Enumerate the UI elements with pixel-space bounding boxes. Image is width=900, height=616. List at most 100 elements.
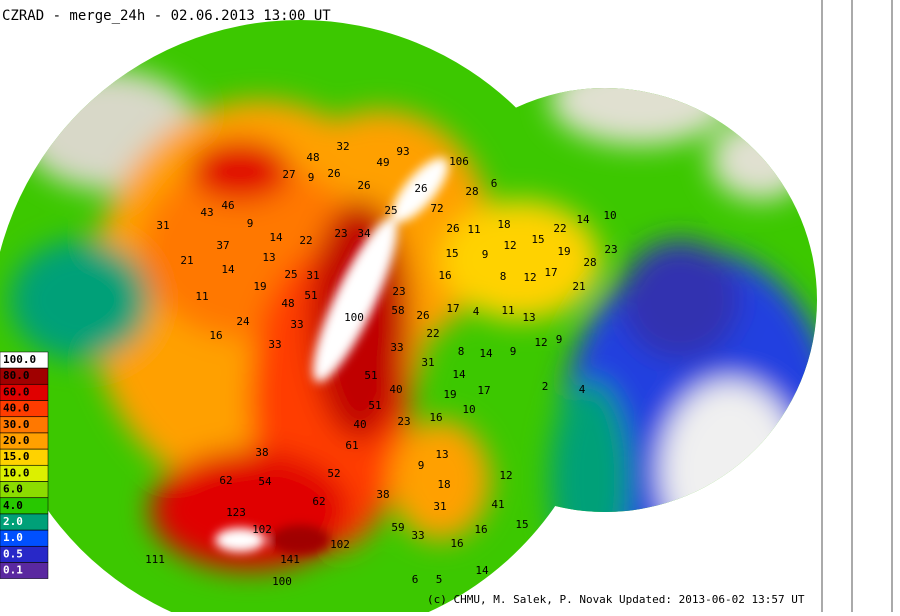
gauge-value: 19 <box>443 388 456 401</box>
gauge-value: 21 <box>180 254 193 267</box>
gauge-value: 9 <box>247 217 254 230</box>
gauge-value: 16 <box>438 269 451 282</box>
gauge-value: 23 <box>604 243 617 256</box>
gauge-value: 25 <box>284 268 297 281</box>
gauge-value: 9 <box>308 171 315 184</box>
gauge-value: 31 <box>156 219 169 232</box>
legend-label: 40.0 <box>3 402 30 415</box>
gauge-value: 102 <box>330 538 350 551</box>
gauge-value: 58 <box>391 304 404 317</box>
gauge-value: 6 <box>491 177 498 190</box>
gauge-value: 26 <box>416 309 429 322</box>
gauge-value: 62 <box>312 495 325 508</box>
gauge-value: 100 <box>272 575 292 588</box>
legend-label: 15.0 <box>3 450 30 463</box>
gauge-value: 4 <box>473 305 480 318</box>
gauge-value: 14 <box>452 368 466 381</box>
gauge-value: 4 <box>579 383 586 396</box>
gauge-value: 11 <box>501 304 514 317</box>
gauge-value: 24 <box>236 315 250 328</box>
legend-label: 2.0 <box>3 515 23 528</box>
legend-label: 1.0 <box>3 531 23 544</box>
gauge-value: 16 <box>209 329 222 342</box>
gauge-value: 18 <box>437 478 450 491</box>
gauge-value: 13 <box>522 311 535 324</box>
gauge-value: 38 <box>255 446 268 459</box>
gauge-value: 5 <box>436 573 443 586</box>
gauge-value: 93 <box>396 145 409 158</box>
gauge-value: 27 <box>282 168 295 181</box>
gauge-value: 40 <box>389 383 402 396</box>
gauge-value: 17 <box>446 302 459 315</box>
gauge-value: 12 <box>499 469 512 482</box>
gauge-value: 8 <box>500 270 507 283</box>
gauge-value: 11 <box>467 223 480 236</box>
gauge-value: 22 <box>553 222 566 235</box>
gauge-value: 26 <box>327 167 340 180</box>
gauge-value: 43 <box>200 206 213 219</box>
gauge-value: 14 <box>269 231 283 244</box>
gauge-value: 16 <box>474 523 487 536</box>
gauge-value: 26 <box>414 182 427 195</box>
gauge-value: 23 <box>334 227 347 240</box>
legend-label: 30.0 <box>3 418 30 431</box>
gauge-value: 15 <box>445 247 458 260</box>
legend-label: 0.1 <box>3 564 23 577</box>
legend-label: 20.0 <box>3 434 30 447</box>
gauge-value: 10 <box>462 403 475 416</box>
legend-label: 60.0 <box>3 385 30 398</box>
gauge-value: 72 <box>430 202 443 215</box>
gauge-value: 9 <box>510 345 517 358</box>
gauge-value: 22 <box>299 234 312 247</box>
gauge-value: 16 <box>429 411 442 424</box>
legend-label: 100.0 <box>3 353 36 366</box>
gauge-value: 18 <box>497 218 510 231</box>
legend-label: 0.5 <box>3 547 23 560</box>
gauge-value: 10 <box>603 209 616 222</box>
gauge-value: 40 <box>353 418 366 431</box>
gauge-value: 26 <box>446 222 459 235</box>
gauge-value: 28 <box>465 185 478 198</box>
gauge-value: 17 <box>544 266 557 279</box>
gauge-value: 23 <box>392 285 405 298</box>
gauge-value: 48 <box>306 151 319 164</box>
title: CZRAD - merge_24h - 02.06.2013 13:00 UT <box>2 8 331 24</box>
legend: 100.0 80.0 60.0 40.0 30.0 20.0 15.0 10.0 6.0 4.0 2… <box>0 351 49 579</box>
gauge-value: 31 <box>306 269 319 282</box>
gauge-value: 12 <box>523 271 536 284</box>
gauge-value: 13 <box>435 448 448 461</box>
legend-label: 80.0 <box>3 369 30 382</box>
gauge-value: 17 <box>477 384 490 397</box>
gauge-value: 41 <box>491 498 504 511</box>
legend-swatch <box>0 562 49 579</box>
gauge-value: 28 <box>583 256 596 269</box>
gauge-value: 31 <box>421 356 434 369</box>
legend-label: 10.0 <box>3 466 30 479</box>
gauge-value: 100 <box>344 311 364 324</box>
gauge-value: 6 <box>412 573 419 586</box>
gauge-value: 23 <box>397 415 410 428</box>
gauge-value: 51 <box>368 399 381 412</box>
gauge-value: 59 <box>391 521 404 534</box>
gauge-value: 49 <box>376 156 389 169</box>
gauge-value: 33 <box>290 318 303 331</box>
gauge-value: 102 <box>252 523 272 536</box>
footer: (c) CHMU, M. Salek, P. Novak Updated: 20… <box>427 593 805 606</box>
gauge-value: 33 <box>390 341 403 354</box>
gauge-value: 106 <box>449 155 469 168</box>
gauge-value: 26 <box>357 179 370 192</box>
gauge-value: 48 <box>281 297 294 310</box>
gauge-value: 33 <box>411 529 424 542</box>
gauge-value: 46 <box>221 199 234 212</box>
gauge-value: 33 <box>268 338 281 351</box>
gauge-value: 15 <box>515 518 528 531</box>
gauge-value: 37 <box>216 239 229 252</box>
gauge-value: 15 <box>531 233 544 246</box>
gauge-value: 9 <box>418 459 425 472</box>
gauge-value: 32 <box>336 140 349 153</box>
gauge-value: 9 <box>556 333 563 346</box>
gauge-value: 141 <box>280 553 300 566</box>
gauge-value: 13 <box>262 251 275 264</box>
